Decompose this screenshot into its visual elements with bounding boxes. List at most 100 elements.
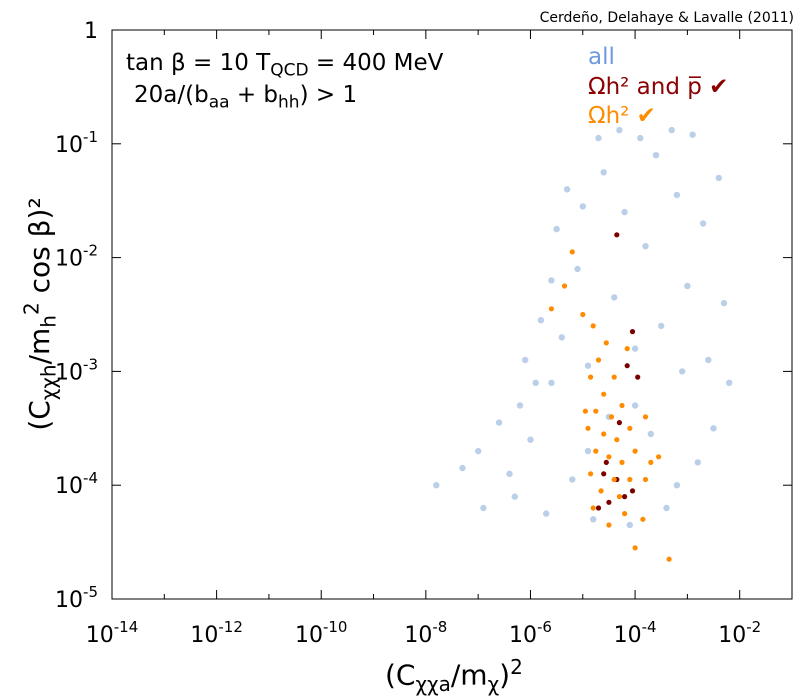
condition-2-prefix: 20a/(b: [134, 82, 209, 108]
x-axis-label: (Cχχa/mχ)2: [385, 655, 523, 696]
point-all: [611, 294, 618, 301]
point-all: [459, 464, 466, 472]
point-all: [699, 220, 707, 227]
point-omega: [632, 545, 638, 551]
point-all: [673, 191, 681, 199]
point-omega: [593, 448, 599, 454]
plot-frame: [111, 29, 793, 600]
point-omega: [640, 516, 646, 522]
point-omega: [603, 340, 609, 346]
point-all: [522, 356, 529, 364]
point-omega: [569, 249, 575, 255]
point-all: [600, 169, 607, 176]
point-all: [689, 131, 696, 138]
point-all: [668, 126, 675, 134]
point-omega: [590, 323, 596, 329]
point-omega-pbar: [635, 374, 641, 380]
y-label-sub: χχh: [36, 364, 61, 401]
condition-2-sub1: aa: [208, 92, 230, 113]
point-omega: [648, 459, 654, 465]
point-omega: [601, 391, 607, 397]
point-omega: [561, 283, 568, 289]
x-tick-label: 10-10: [295, 618, 348, 648]
point-omega: [582, 408, 589, 414]
condition-1-prefix: tan β = 10 T: [126, 50, 271, 76]
point-all: [684, 282, 691, 290]
y-tick-exp: -4: [83, 469, 98, 487]
point-all: [543, 510, 550, 517]
x-label-prefix: (C: [385, 658, 416, 692]
y-tick-exp: -5: [83, 583, 98, 601]
y-label-suffix: cos β)²: [22, 197, 56, 303]
condition-2-suffix: ) > 1: [299, 82, 358, 108]
point-all: [647, 430, 654, 438]
points-layer: [433, 126, 733, 562]
point-omega-pbar: [595, 505, 602, 511]
point-omega: [590, 505, 596, 511]
y-tick-exp: -1: [83, 128, 98, 146]
point-all: [506, 470, 513, 477]
x-tick-label: 10-14: [86, 618, 139, 648]
point-all: [637, 134, 644, 142]
x-tick-exp: -10: [323, 618, 348, 636]
point-all: [433, 482, 440, 489]
point-omega-pbar: [606, 499, 612, 505]
point-all: [558, 334, 565, 341]
point-omega: [611, 476, 617, 483]
point-all: [475, 447, 482, 455]
x-label-sub2: χ: [487, 671, 500, 696]
condition-line-2: 20a/(baa + bhh) > 1: [134, 82, 357, 113]
point-all: [553, 225, 560, 233]
point-omega: [606, 522, 612, 528]
y-label-sub2: h: [36, 315, 61, 328]
point-omega: [666, 556, 672, 562]
point-omega: [580, 311, 586, 318]
point-omega: [585, 425, 591, 431]
point-omega: [588, 374, 594, 380]
legend-entry-omega: Ωh² ✔: [588, 103, 656, 129]
y-tick-base: 10: [55, 588, 83, 613]
point-all: [705, 356, 712, 364]
x-tick-exp: -8: [432, 618, 447, 636]
point-all: [584, 362, 592, 369]
point-omega: [614, 437, 620, 443]
condition-1-sub: QCD: [270, 60, 309, 81]
ticks-layer: [111, 29, 793, 600]
point-all: [631, 345, 639, 352]
y-label-prefix: (C: [22, 400, 56, 431]
x-tick-exp: -4: [642, 618, 657, 636]
y-tick-exp: -3: [83, 355, 98, 373]
x-tick-base: 10: [718, 623, 746, 648]
point-omega-pbar: [624, 363, 630, 369]
point-all: [584, 447, 592, 455]
y-tick-label: 10-3: [55, 355, 98, 385]
y-tick-base: 10: [55, 360, 83, 385]
point-omega: [622, 510, 628, 517]
point-all: [537, 317, 545, 324]
y-tick-base: 10: [55, 474, 83, 499]
point-all: [726, 379, 733, 386]
point-all: [631, 402, 639, 409]
point-omega: [642, 476, 649, 483]
point-omega-pbar: [616, 420, 623, 426]
y-label-sup: 2: [19, 302, 44, 315]
point-omega: [608, 414, 615, 420]
point-omega: [606, 454, 612, 460]
point-all: [516, 402, 524, 409]
point-omega: [632, 448, 638, 454]
point-all: [710, 425, 717, 432]
point-omega: [611, 374, 617, 380]
point-all: [590, 516, 597, 523]
x-tick-label: 10-12: [190, 618, 243, 648]
point-all: [532, 379, 539, 386]
condition-2-sub2: hh: [278, 92, 300, 113]
point-omega: [548, 306, 555, 312]
y-tick-label: 10-2: [55, 242, 98, 272]
point-all: [480, 504, 487, 512]
x-tick-label: 10-8: [404, 618, 447, 648]
x-label-suffix: ): [499, 658, 511, 692]
y-tick-label: 10-4: [55, 469, 98, 499]
point-all: [673, 482, 681, 489]
condition-1-suffix: = 400 MeV: [308, 50, 444, 76]
